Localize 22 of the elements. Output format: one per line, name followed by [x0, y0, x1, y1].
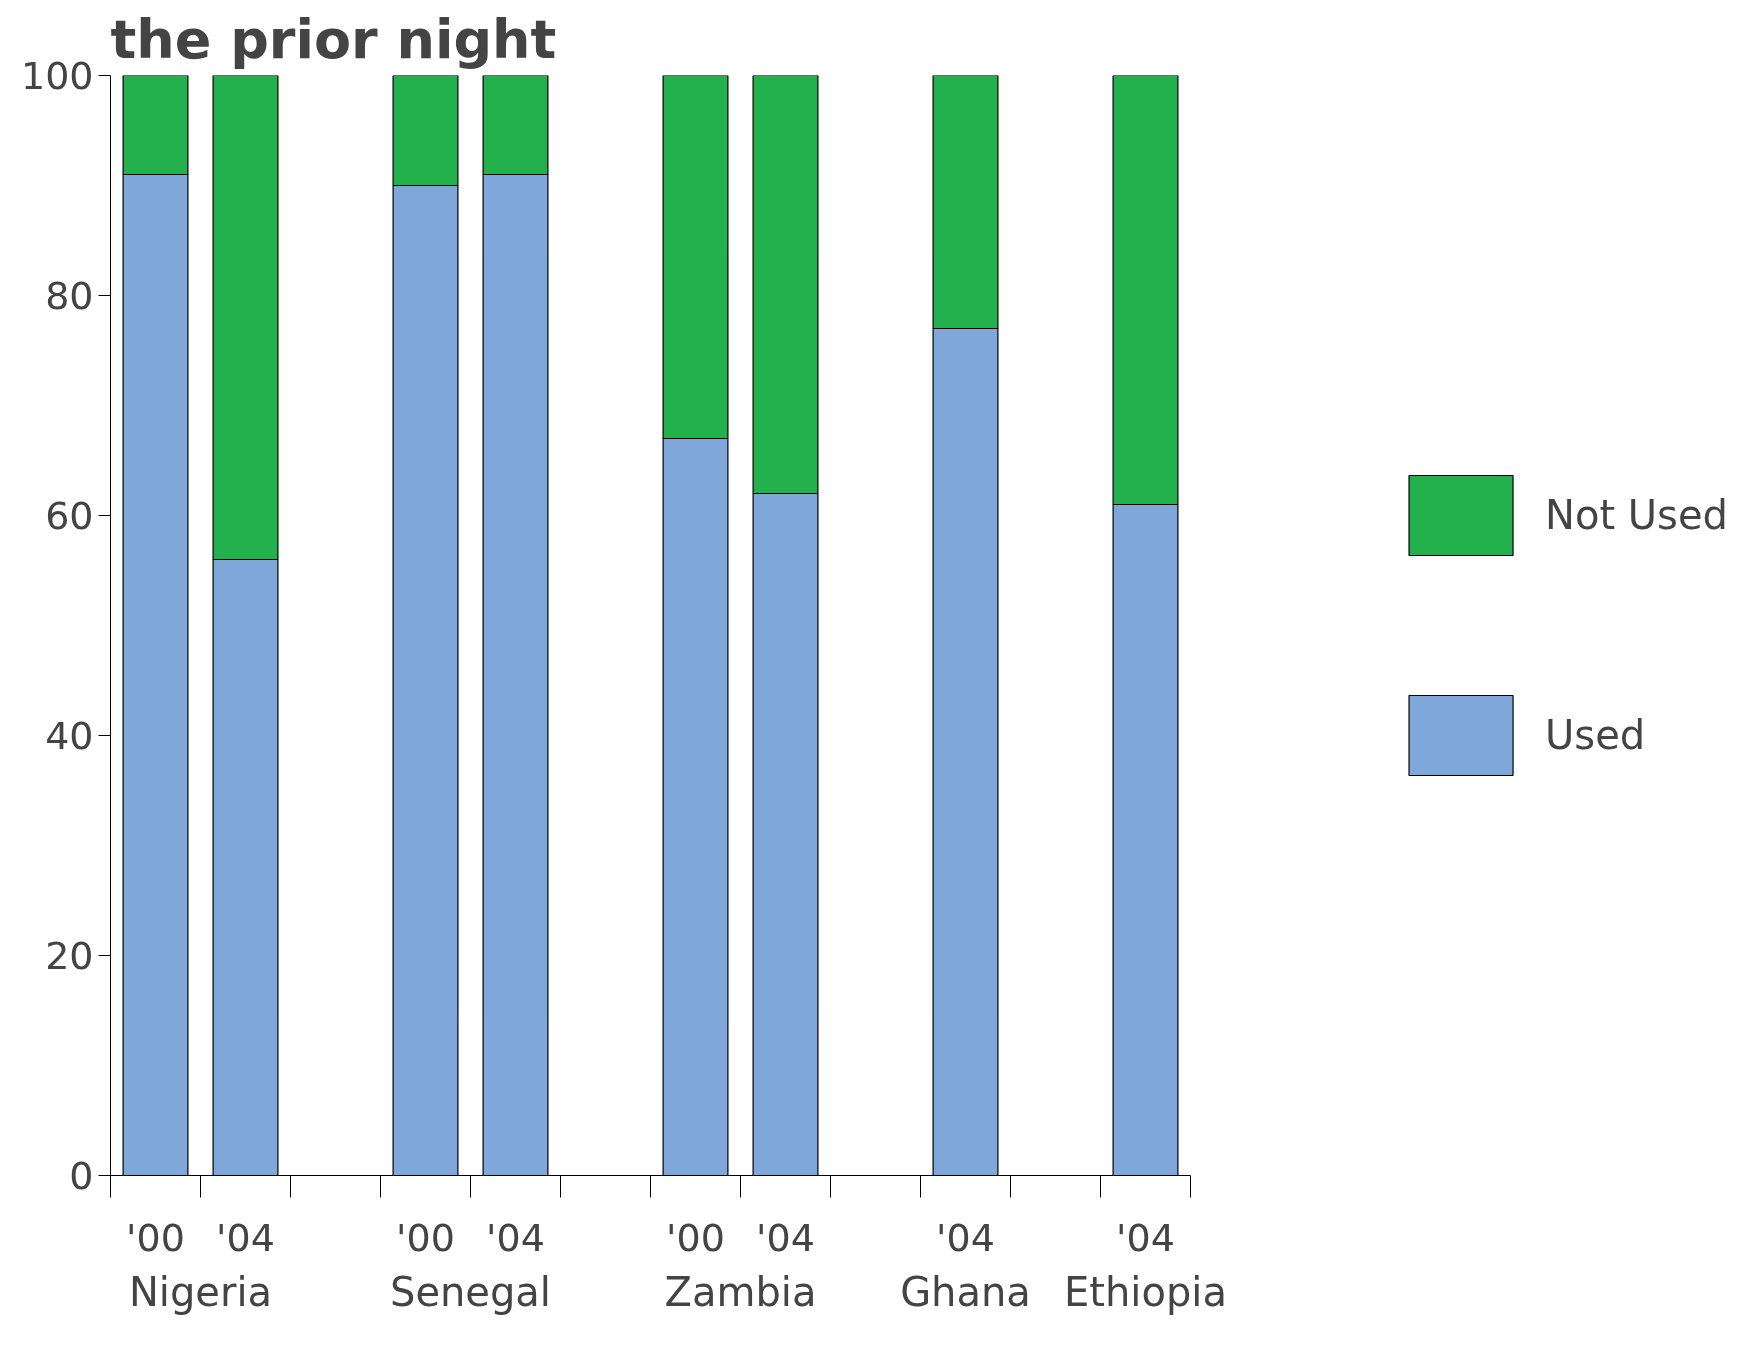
legend-label: Not Used — [1545, 492, 1728, 538]
text: Ethiopia — [1064, 1268, 1227, 1315]
y-tick-label: 20 — [45, 934, 94, 978]
y-tick-label: 0 — [69, 1154, 94, 1198]
x-tick-label: '04 — [486, 1215, 545, 1260]
chart-title: the prior night — [110, 7, 557, 71]
x-tick-label: '00 — [666, 1215, 725, 1260]
x-tick-label: '00 — [396, 1215, 455, 1260]
x-tick-label: '04 — [216, 1215, 275, 1260]
y-tick-label: 80 — [45, 274, 94, 318]
y-tick-label: 40 — [45, 714, 94, 758]
text: Nigeria — [128, 1268, 273, 1315]
legend-label: Used — [1545, 712, 1646, 758]
y-tick-label: 60 — [45, 494, 94, 538]
text: Ghana — [900, 1268, 1031, 1315]
x-tick-label: '04 — [936, 1215, 995, 1260]
x-tick-label: '04 — [1116, 1215, 1175, 1260]
text: Senegal — [390, 1268, 551, 1315]
x-tick-label: '04 — [756, 1215, 815, 1260]
text: Zambia — [664, 1268, 817, 1315]
x-tick-label: '00 — [126, 1215, 185, 1260]
y-tick-label: 100 — [20, 54, 94, 98]
